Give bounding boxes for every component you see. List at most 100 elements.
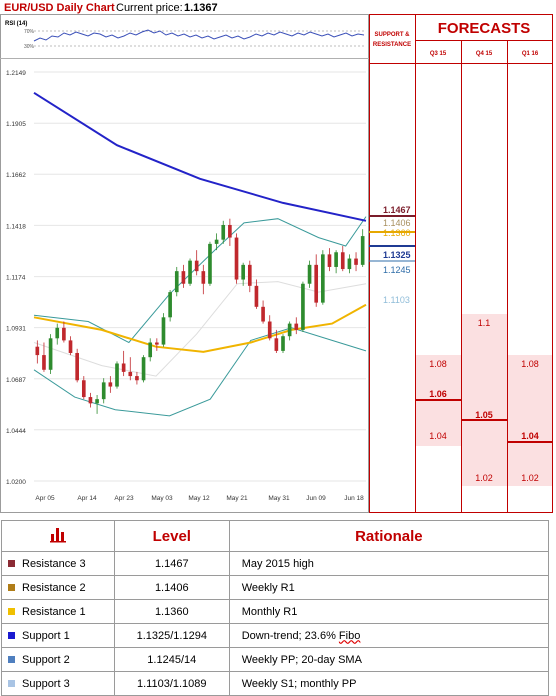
forecast-q1-mid: 1.04 <box>521 431 539 441</box>
y-tick-label: 1.0687 <box>6 377 26 384</box>
candle-body <box>334 252 338 267</box>
table-header-rationale: Rationale <box>228 520 550 552</box>
y-tick-label: 1.0444 <box>6 428 26 435</box>
table-header-level: Level <box>113 520 230 552</box>
bar-chart-icon <box>49 528 66 543</box>
candle-body <box>148 342 153 358</box>
forecast-col-q3: Q3 15 <box>430 51 447 57</box>
forecast-col-q1: Q1 16 <box>522 51 539 57</box>
sr-value-s3: 1.1103 <box>383 295 410 305</box>
row-name-cell: Support 2 <box>1 647 115 672</box>
candle-body <box>161 317 166 345</box>
x-tick-label: May 12 <box>188 495 210 502</box>
x-tick-label: May 03 <box>151 495 173 502</box>
table-row: Resistance 3 1.1467 May 2015 high <box>1 551 550 576</box>
candle-body <box>301 283 305 330</box>
x-tick-label: Apr 05 <box>35 495 55 502</box>
row-rationale: Weekly S1; monthly PP <box>228 671 550 696</box>
candle-body <box>281 336 285 351</box>
rsi-upper-label: 70% <box>24 29 35 35</box>
sr-label-line1: SUPPORT & <box>374 32 410 38</box>
level-color-swatch <box>8 656 15 664</box>
level-color-swatch <box>8 632 15 640</box>
bollinger-lower-line <box>33 327 367 417</box>
candle-body <box>360 236 365 265</box>
candle-body <box>208 243 212 284</box>
row-name: Support 1 <box>22 629 70 642</box>
table-row: Support 3 1.1103/1.1089 Weekly S1; monthly… <box>1 671 550 696</box>
sr-value-s2: 1.1245 <box>383 265 411 275</box>
candle-body <box>254 285 259 307</box>
level-color-swatch <box>8 680 15 688</box>
row-name-cell: Resistance 3 <box>1 551 115 576</box>
current-price-label: Current price: <box>116 2 183 14</box>
y-axis: 1.2149 1.1905 1.1662 1.1418 1.1174 1.0931 1.06… <box>6 70 26 486</box>
candle-body <box>214 239 219 244</box>
row-level: 1.1245/14 <box>113 647 230 672</box>
row-rationale: Weekly R1 <box>228 575 550 600</box>
forecast-q3-mid: 1.06 <box>429 389 447 399</box>
row-rationale-text: Weekly R1 <box>241 581 295 594</box>
row-name: Support 2 <box>22 653 70 666</box>
table-row: Resistance 1 1.1360 Monthly R1 <box>1 599 550 624</box>
forecast-col-q4: Q4 15 <box>476 51 493 57</box>
rsi-label: RSI (14) <box>5 21 27 27</box>
y-tick-label: 1.1662 <box>6 172 26 179</box>
forecast-q4-mid: 1.05 <box>475 410 493 420</box>
forecast-q1-high: 1.08 <box>521 359 539 369</box>
y-tick-label: 1.0931 <box>6 326 26 333</box>
y-tick-label: 1.1905 <box>6 121 26 128</box>
forecast-q4-low: 1.02 <box>475 473 493 483</box>
sr-value-r1: 1.1360 <box>383 228 411 238</box>
candle-body <box>228 224 232 238</box>
candle-body <box>115 363 119 387</box>
candle-body <box>48 338 53 370</box>
sr-value-s1: 1.1325 <box>383 250 411 260</box>
candle-body <box>321 254 325 303</box>
row-rationale-text: Weekly S1; monthly PP <box>241 677 357 690</box>
rsi-line <box>33 29 365 42</box>
level-color-swatch <box>8 608 15 616</box>
forecast-q3-low: 1.04 <box>429 431 447 441</box>
candle-body <box>267 321 272 339</box>
candle-body <box>108 382 113 387</box>
row-rationale-text: Monthly R1 <box>241 605 298 618</box>
candle-body <box>287 323 292 337</box>
candle-body <box>62 327 66 341</box>
candle-body <box>261 306 265 322</box>
candle-body <box>340 252 345 270</box>
candle-body <box>247 264 252 286</box>
row-name-cell: Support 3 <box>1 671 115 696</box>
candle-body <box>241 264 245 280</box>
candle-body <box>81 380 86 398</box>
row-name: Resistance 3 <box>22 557 86 570</box>
candle-body <box>174 271 179 293</box>
candle-body <box>314 264 319 303</box>
gridlines <box>34 71 366 482</box>
x-tick-label: Jun 09 <box>306 495 326 502</box>
x-tick-label: Jun 18 <box>344 495 364 502</box>
x-tick-label: May 21 <box>226 495 248 502</box>
y-tick-label: 1.1418 <box>6 223 26 230</box>
row-name: Support 3 <box>22 677 70 690</box>
row-level: 1.1406 <box>113 575 230 600</box>
candle-body <box>128 371 133 377</box>
indicators <box>33 91 367 417</box>
row-level: 1.1360 <box>113 599 230 624</box>
forecasts-title: FORECASTS <box>438 20 531 37</box>
forecast-range-q4 <box>462 314 507 486</box>
candle-body <box>101 382 106 400</box>
y-tick-label: 1.2149 <box>6 70 26 77</box>
candle-body <box>55 327 60 339</box>
forecast-q4-high: 1.1 <box>478 318 491 328</box>
table-body: Resistance 3 1.1467 May 2015 high Resistanc… <box>1 551 550 696</box>
row-level: 1.1467 <box>113 551 230 576</box>
table-icon-cell <box>1 520 115 552</box>
y-tick-label: 1.0200 <box>6 479 26 486</box>
row-rationale-text: Down-trend; 23.6% Fibo <box>241 629 361 642</box>
rsi-lower-label: 30% <box>24 44 35 50</box>
row-rationale-text: Weekly PP; 20-day SMA <box>241 653 362 666</box>
row-level: 1.1325/1.1294 <box>113 623 230 648</box>
table-row: Support 1 1.1325/1.1294 Down-trend; 23.6% … <box>1 623 550 648</box>
row-name-cell: Resistance 2 <box>1 575 115 600</box>
